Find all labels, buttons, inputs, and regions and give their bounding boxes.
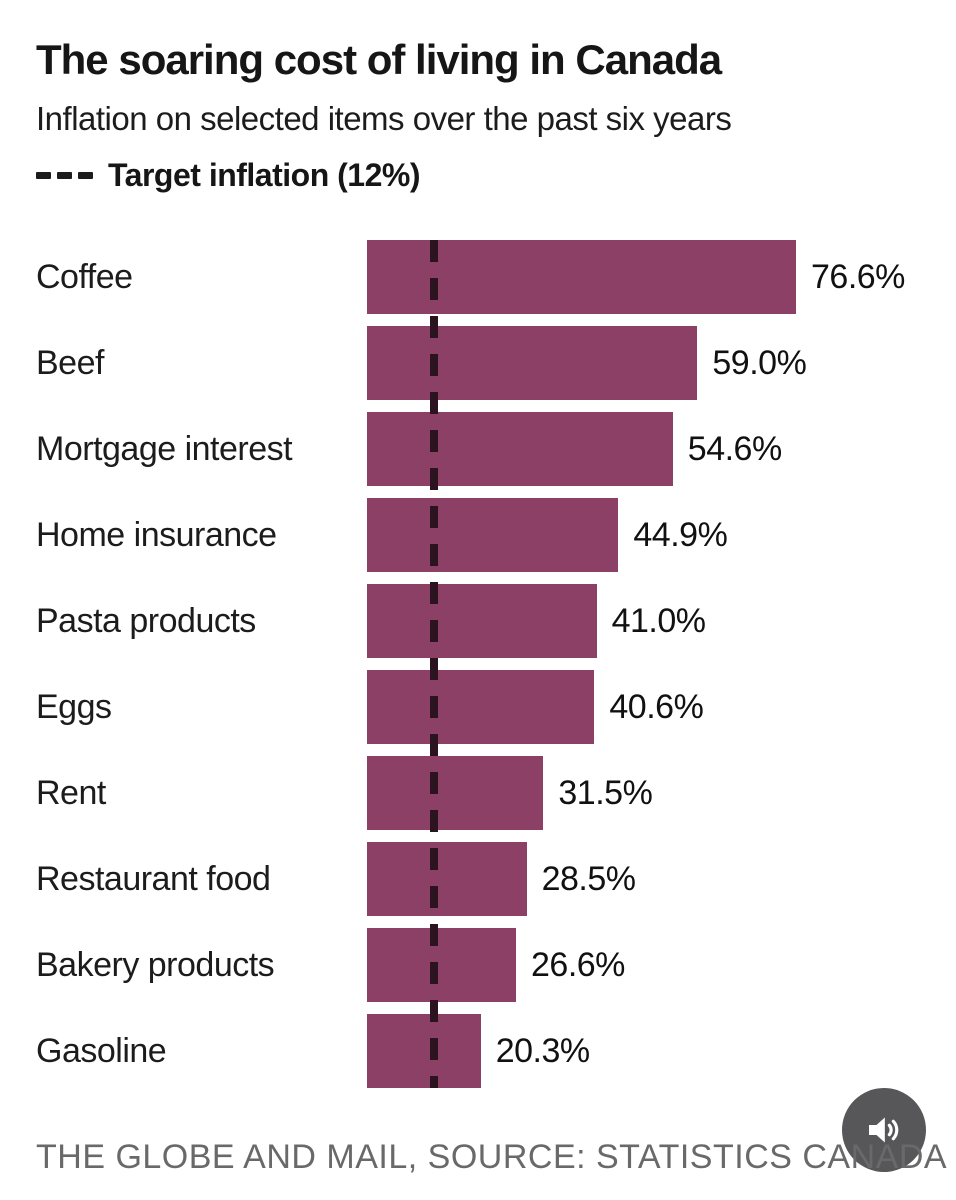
bar	[367, 412, 673, 486]
target-inflation-legend: Target inflation (12%)	[36, 157, 926, 194]
category-label: Mortgage interest	[36, 429, 293, 468]
category-label: Gasoline	[36, 1031, 167, 1070]
chart-row: Gasoline 20.3%	[36, 1014, 926, 1088]
category-label: Bakery products	[36, 945, 275, 984]
dash-segment	[36, 172, 51, 180]
legend-label: Target inflation (12%)	[108, 157, 420, 194]
value-label: 26.6%	[531, 945, 625, 984]
chart-row: Rent 31.5%	[36, 756, 926, 830]
audio-play-button[interactable]	[842, 1088, 926, 1172]
dashed-line-icon	[36, 172, 93, 180]
bar	[367, 498, 619, 572]
dash-segment	[78, 172, 93, 180]
chart-subtitle: Inflation on selected items over the pas…	[36, 100, 732, 138]
bar	[367, 842, 527, 916]
chart-row: Beef 59.0%	[36, 326, 926, 400]
bar	[367, 1014, 481, 1088]
category-label: Rent	[36, 773, 106, 812]
speaker-icon	[864, 1110, 904, 1150]
value-label: 76.6%	[811, 257, 905, 296]
value-label: 20.3%	[495, 1031, 590, 1070]
chart-row: Pasta products 41.0%	[36, 584, 926, 658]
chart-header: The soaring cost of living in Canada Inf…	[36, 36, 926, 194]
category-label: Beef	[36, 343, 104, 382]
category-label: Pasta products	[36, 601, 256, 640]
source-credit: THE GLOBE AND MAIL, SOURCE: STATISTICS C…	[36, 1138, 948, 1176]
category-label: Home insurance	[36, 515, 277, 554]
bar	[367, 584, 597, 658]
value-label: 41.0%	[611, 601, 706, 640]
chart-row: Home insurance 44.9%	[36, 498, 926, 572]
chart-title: The soaring cost of living in Canada	[36, 36, 722, 83]
value-label: 59.0%	[712, 343, 807, 382]
category-label: Eggs	[36, 687, 112, 726]
value-label: 44.9%	[633, 515, 728, 554]
category-label: Restaurant food	[36, 859, 271, 898]
value-label: 54.6%	[687, 429, 782, 468]
bar	[367, 928, 516, 1002]
chart-row: Eggs 40.6%	[36, 670, 926, 744]
category-label: Coffee	[36, 257, 133, 296]
value-label: 28.5%	[541, 859, 636, 898]
chart-row: Restaurant food 28.5%	[36, 842, 926, 916]
value-label: 40.6%	[609, 687, 704, 726]
chart-row: Mortgage interest 54.6%	[36, 412, 926, 486]
bar	[367, 670, 595, 744]
bar	[367, 756, 544, 830]
bar	[367, 326, 698, 400]
bar-chart: Coffee 76.6% Beef 59.0% Mortgage interest 54.…	[36, 240, 926, 1100]
dash-segment	[57, 172, 72, 180]
chart-row: Coffee 76.6%	[36, 240, 926, 314]
bar	[367, 240, 796, 314]
chart-row: Bakery products 26.6%	[36, 928, 926, 1002]
value-label: 31.5%	[558, 773, 653, 812]
